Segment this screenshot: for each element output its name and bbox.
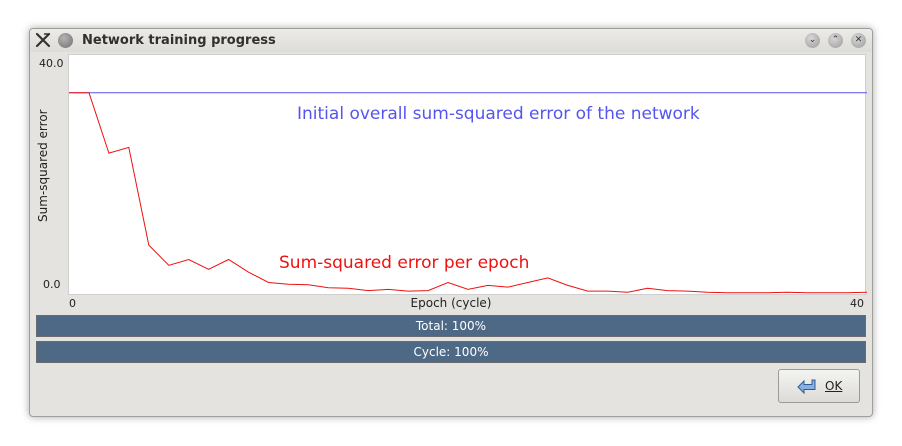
x-tick-label: 40 [850,297,864,310]
x-tick-label: 0 [69,297,76,310]
ok-button[interactable]: OK [778,369,860,403]
close-icon[interactable]: ✕ [851,33,866,48]
app-icon[interactable] [35,32,51,48]
y-tick-label: 40.0 [39,57,64,70]
legend-initial-error: Initial overall sum-squared error of the… [297,104,700,124]
minimize-icon[interactable]: ⌄ [805,33,820,48]
maximize-icon[interactable]: ⌃ [828,33,843,48]
training-progress-window: Network training progress ⌄ ⌃ ✕ 40.0 0.0… [29,28,873,417]
legend-epoch-error: Sum-squared error per epoch [279,253,530,273]
title-bar[interactable]: Network training progress ⌄ ⌃ ✕ [30,29,872,52]
error-chart: Initial overall sum-squared error of the… [68,54,867,295]
total-progress-label: Total: 100% [415,319,487,333]
cycle-progress-bar: Cycle: 100% [36,341,866,363]
y-axis-label: Sum-squared error [36,109,50,222]
x-axis-label: Epoch (cycle) [410,296,492,310]
total-progress-bar: Total: 100% [36,315,866,337]
epoch-error-line [69,92,867,294]
y-tick-label: 0.0 [43,278,61,291]
menu-icon[interactable] [58,33,73,48]
chart-svg [69,92,867,294]
window-title: Network training progress [82,33,276,48]
ok-arrow-icon [797,379,816,394]
cycle-progress-label: Cycle: 100% [413,345,489,359]
ok-label: OK [825,379,843,393]
